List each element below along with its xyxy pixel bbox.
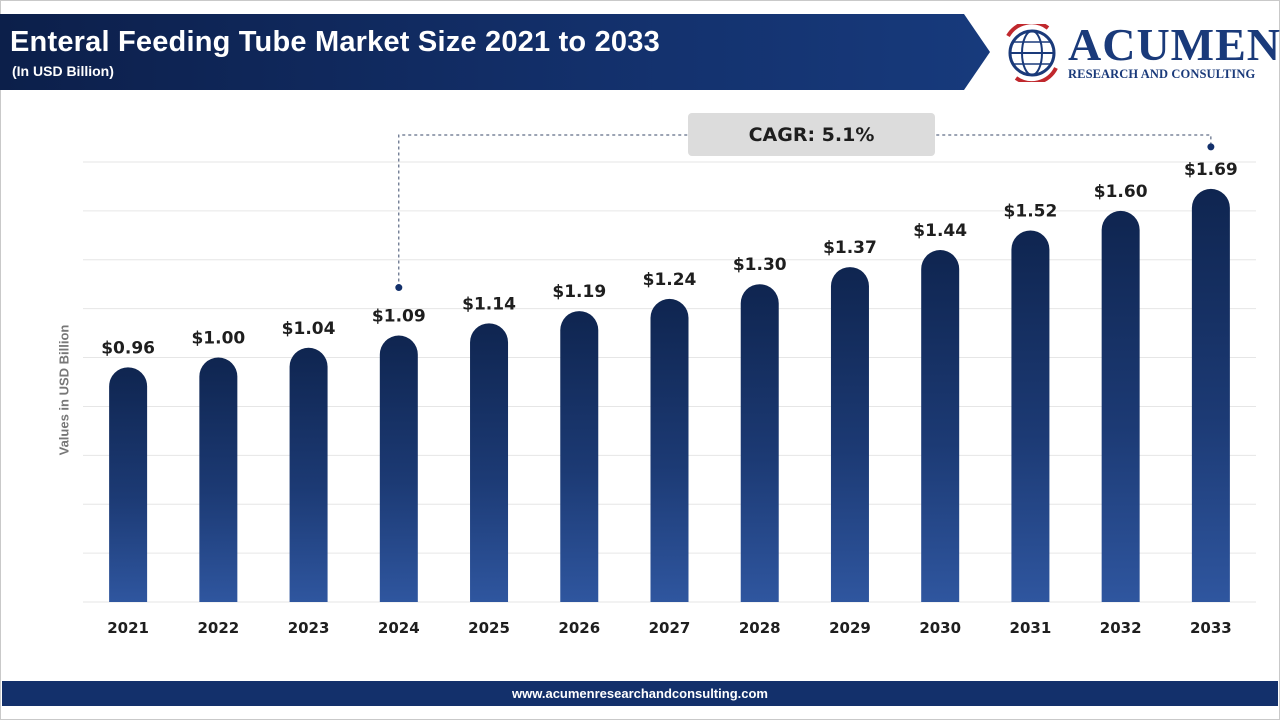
bar [470, 323, 509, 602]
header-banner [0, 14, 990, 90]
bar [1101, 210, 1140, 602]
bar [199, 357, 238, 602]
cagr-start-dot [395, 284, 403, 292]
data-label: $1.09 [372, 307, 426, 327]
data-label: $1.24 [643, 270, 697, 290]
x-tick-label: 2030 [919, 619, 961, 637]
x-tick-label: 2026 [558, 619, 600, 637]
bar [830, 267, 869, 602]
data-label: $1.69 [1184, 160, 1238, 180]
x-tick-label: 2023 [288, 619, 330, 637]
bar [289, 347, 328, 602]
x-tick-label: 2025 [468, 619, 510, 637]
bar [650, 298, 689, 602]
globe-icon [1006, 24, 1058, 82]
bar [109, 367, 148, 602]
x-tick-label: 2021 [107, 619, 149, 637]
data-label: $1.30 [733, 255, 787, 275]
company-logo: ACUMEN RESEARCH AND CONSULTING [1004, 22, 1280, 84]
bar [921, 250, 960, 602]
chart-title: Enteral Feeding Tube Market Size 2021 to… [10, 26, 660, 58]
chart-subtitle: (In USD Billion) [12, 63, 114, 79]
bar [740, 284, 779, 602]
x-tick-label: 2027 [649, 619, 691, 637]
footer-url: www.acumenresearchandconsulting.com [2, 681, 1278, 706]
x-tick-label: 2033 [1190, 619, 1232, 637]
logo-wordmark: ACUMEN [1068, 19, 1280, 70]
x-tick-label: 2022 [197, 619, 239, 637]
x-axis-ticks: 2021 2022 2023 2024 2025 2026 2027 2028 2029 2030… [107, 619, 1232, 637]
bars-group [109, 188, 1230, 602]
bar [560, 311, 599, 602]
data-labels-group: $0.96 $1.00 $1.04 $1.09 $1.14 $1.19 $1.24 $1.30… [101, 160, 1238, 358]
data-label: $1.60 [1094, 182, 1148, 202]
x-tick-label: 2032 [1100, 619, 1142, 637]
x-tick-label: 2031 [1010, 619, 1052, 637]
cagr-end-dot [1207, 143, 1215, 151]
data-label: $1.04 [282, 319, 336, 339]
data-label: $1.52 [1004, 201, 1058, 221]
logo-tagline: RESEARCH AND CONSULTING [1068, 67, 1256, 81]
bar [1011, 230, 1050, 602]
cagr-annotation [395, 134, 1215, 292]
bar [1191, 188, 1230, 602]
x-tick-label: 2028 [739, 619, 781, 637]
bar [379, 335, 418, 602]
data-label: $1.14 [462, 294, 516, 314]
data-label: $1.19 [552, 282, 606, 302]
data-label: $0.96 [101, 338, 155, 358]
x-tick-label: 2029 [829, 619, 871, 637]
cagr-label: CAGR: 5.1% [688, 113, 935, 156]
x-tick-label: 2024 [378, 619, 420, 637]
data-label: $1.37 [823, 238, 877, 258]
data-label: $1.44 [913, 221, 967, 241]
data-label: $1.00 [191, 329, 245, 349]
